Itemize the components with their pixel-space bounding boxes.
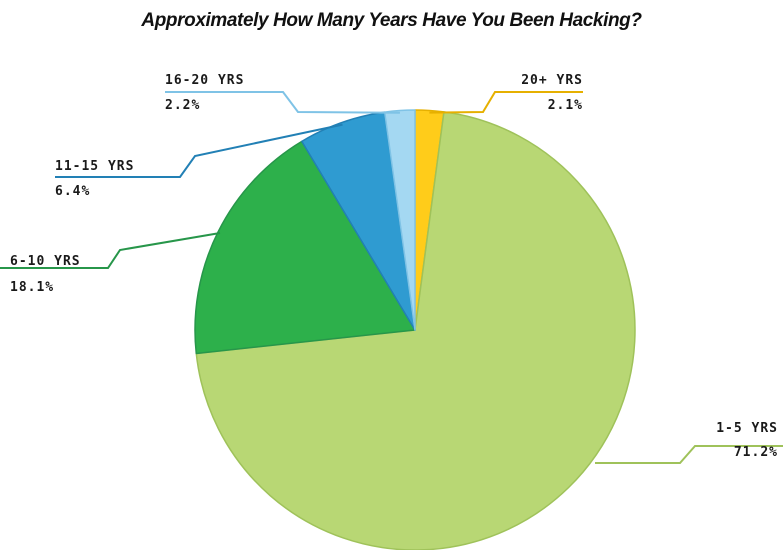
slice-percent-11-15-yrs: 6.4% [55,184,90,199]
pie-slice-6-10-yrs [194,140,416,355]
leader-line-11-15-yrs [55,123,343,178]
slice-label-6-10-yrs: 6-10 YRS [10,254,81,269]
slice-label-1-5-yrs: 1-5 YRS [716,421,778,436]
leader-line-1-5-yrs [595,445,783,464]
slice-percent-1-5-yrs: 71.2% [734,445,778,460]
slice-percent-16-20-yrs: 2.2% [165,98,200,113]
slice-label-20-yrs: 20+ YRS [521,73,583,88]
chart-title: Approximately How Many Years Have You Be… [141,10,642,31]
pie-slice-1-5-yrs [195,111,636,550]
leader-line-20-yrs [429,91,583,114]
slice-percent-6-10-yrs: 18.1% [10,280,54,295]
leader-line-6-10-yrs [0,231,221,269]
slice-label-16-20-yrs: 16-20 YRS [165,73,244,88]
slice-label-11-15-yrs: 11-15 YRS [55,159,134,174]
slice-percent-20-yrs: 2.1% [548,98,583,113]
leader-line-16-20-yrs [165,91,400,114]
pie-slices [194,109,636,550]
